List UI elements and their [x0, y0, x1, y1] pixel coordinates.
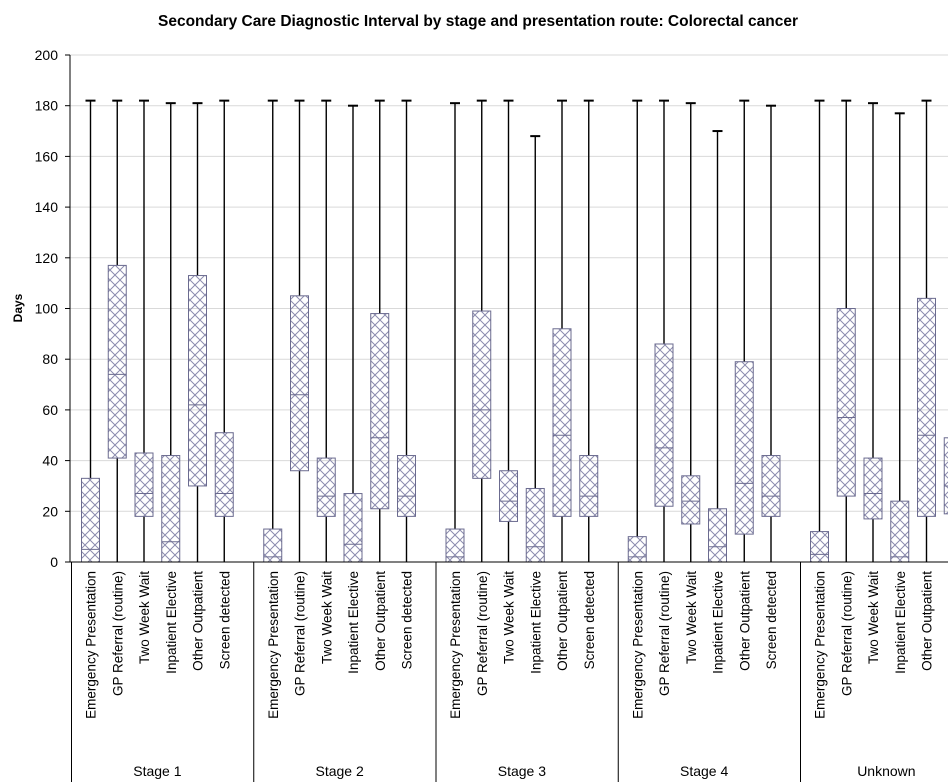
- category-label: Two Week Wait: [319, 571, 334, 664]
- box: [654, 343, 674, 507]
- category-label: Other Outpatient: [555, 571, 570, 671]
- category-label: GP Referral (routine): [657, 571, 672, 696]
- category-label: Two Week Wait: [684, 571, 699, 664]
- box: [681, 475, 701, 525]
- category-label: Inpatient Elective: [346, 571, 361, 674]
- group-label: Stage 1: [133, 763, 181, 779]
- y-tick-label: 20: [42, 503, 58, 519]
- category-label: Emergency Presentation: [448, 571, 463, 719]
- y-tick-label: 0: [50, 554, 58, 570]
- box: [943, 437, 948, 515]
- group-label: Unknown: [857, 763, 915, 779]
- category-label: Screen detected: [582, 571, 597, 669]
- category-label: Screen detected: [400, 571, 415, 669]
- category-label: Emergency Presentation: [266, 571, 281, 719]
- group-label: Stage 4: [680, 763, 728, 779]
- box: [579, 455, 599, 517]
- box: [627, 536, 647, 563]
- y-tick-label: 120: [35, 250, 59, 266]
- y-axis-label: Days: [11, 293, 25, 322]
- box: [499, 470, 518, 522]
- category-label: Emergency Presentation: [813, 571, 828, 719]
- box: [397, 455, 416, 517]
- category-label: Inpatient Elective: [711, 571, 726, 674]
- box: [214, 432, 234, 517]
- box: [107, 264, 127, 459]
- category-label: GP Referral (routine): [110, 571, 125, 696]
- y-tick-label: 60: [42, 402, 58, 418]
- category-label: Two Week Wait: [137, 571, 152, 664]
- category-label: GP Referral (routine): [475, 571, 490, 696]
- group-label: Stage 2: [315, 763, 363, 779]
- box: [370, 313, 390, 510]
- category-label: GP Referral (routine): [839, 571, 854, 696]
- box: [290, 295, 309, 472]
- box: [708, 508, 727, 563]
- box: [761, 455, 781, 517]
- box: [343, 493, 363, 563]
- box: [472, 310, 492, 479]
- box: [863, 457, 883, 520]
- y-tick-label: 40: [42, 453, 58, 469]
- box: [552, 328, 572, 517]
- category-label: Two Week Wait: [502, 571, 517, 664]
- y-tick-label: 200: [35, 47, 59, 63]
- y-tick-label: 140: [35, 199, 59, 215]
- box: [525, 487, 545, 563]
- box: [836, 308, 856, 497]
- y-tick-label: 80: [42, 351, 58, 367]
- group-label: Stage 3: [498, 763, 546, 779]
- category-label: Other Outpatient: [737, 571, 752, 671]
- category-label: Other Outpatient: [191, 571, 206, 671]
- category-label: Inpatient Elective: [893, 571, 908, 674]
- y-tick-label: 100: [35, 301, 59, 317]
- category-label: Two Week Wait: [866, 571, 881, 664]
- category-label: GP Referral (routine): [293, 571, 308, 696]
- box: [161, 455, 181, 563]
- category-label: Emergency Presentation: [84, 571, 99, 719]
- box: [188, 275, 207, 487]
- category-label: Other Outpatient: [920, 571, 935, 671]
- y-tick-label: 160: [35, 148, 59, 164]
- chart-title: Secondary Care Diagnostic Interval by st…: [158, 13, 798, 30]
- category-label: Inpatient Elective: [528, 571, 543, 674]
- category-label: Inpatient Elective: [164, 571, 179, 674]
- box: [917, 297, 936, 517]
- category-label: Emergency Presentation: [630, 571, 645, 719]
- box: [134, 452, 154, 517]
- box: [734, 361, 754, 535]
- box: [316, 457, 336, 517]
- category-label: Screen detected: [946, 571, 948, 669]
- y-tick-label: 180: [35, 98, 59, 114]
- box: [810, 531, 829, 563]
- category-label: Screen detected: [764, 571, 779, 669]
- category-label: Other Outpatient: [373, 571, 388, 671]
- box: [890, 500, 910, 563]
- category-label: Screen detected: [217, 571, 232, 669]
